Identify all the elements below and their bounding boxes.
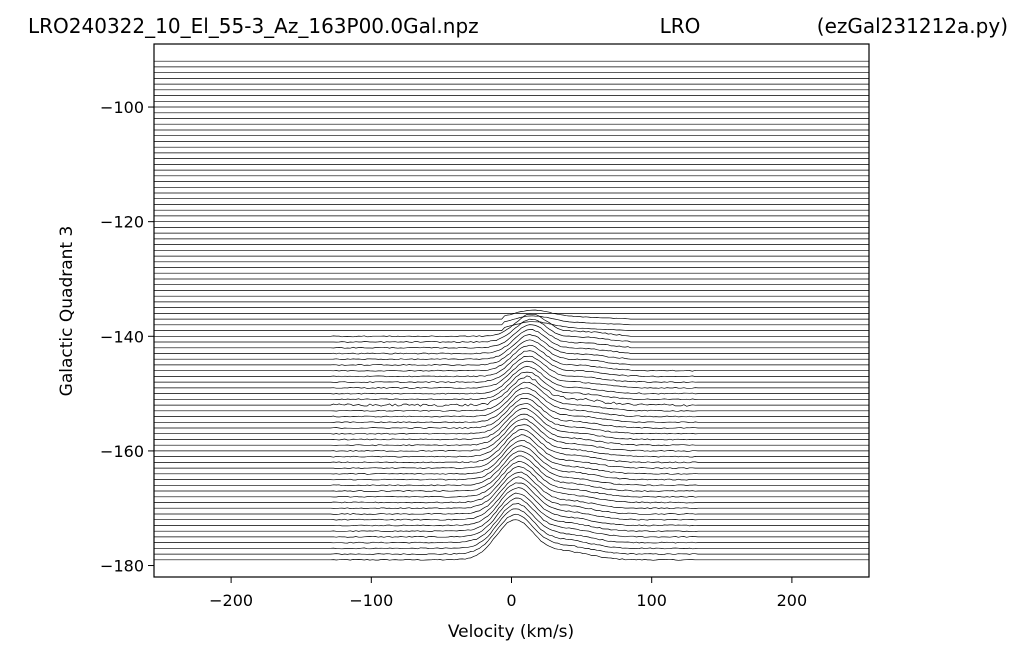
spectrum-trace xyxy=(154,503,869,544)
spectrum-trace xyxy=(154,450,869,487)
spectrum-trace xyxy=(154,313,869,338)
spectrum-trace xyxy=(154,402,869,435)
spectrum-trace xyxy=(154,350,869,378)
y-tick-label: −100 xyxy=(100,98,144,117)
spectrum-trace xyxy=(154,329,869,355)
y-axis-label: Galactic Quadrant 3 xyxy=(57,226,77,397)
spectrum-trace xyxy=(154,355,869,383)
x-tick-label: −200 xyxy=(209,591,253,610)
y-axis-ticks: −180 −160 −140 −120 −100 xyxy=(100,98,154,576)
y-tick-label: −120 xyxy=(100,213,144,232)
x-tick-label: 200 xyxy=(777,591,808,610)
spectrum-trace xyxy=(154,476,869,515)
spectrum-trace xyxy=(154,466,869,504)
x-tick-label: 0 xyxy=(506,591,516,610)
spectrum-trace xyxy=(154,413,869,447)
spectrum-trace xyxy=(154,392,869,424)
spectrum-trace xyxy=(154,344,869,372)
spectrum-trace xyxy=(154,366,869,395)
x-tick-label: −100 xyxy=(349,591,393,610)
spectrum-trace xyxy=(154,492,869,533)
x-axis-ticks: −200 −100 0 100 200 xyxy=(209,577,807,610)
spectrum-trace xyxy=(154,371,869,401)
spectrum-trace xyxy=(154,487,869,527)
spectrum-trace xyxy=(154,424,869,458)
spectrum-trace xyxy=(154,387,869,418)
spectrum-trace xyxy=(154,497,869,538)
spectrum-trace xyxy=(154,445,869,481)
spectrum-trace xyxy=(154,339,869,366)
spectrum-trace xyxy=(154,418,869,452)
y-tick-label: −140 xyxy=(100,327,144,346)
spectrum-trace xyxy=(154,429,869,464)
x-axis-label: Velocity (km/s) xyxy=(448,622,574,642)
spectrum-trace xyxy=(154,318,869,343)
spectrum-trace xyxy=(154,315,869,326)
spectrum-trace xyxy=(154,508,869,550)
spectrum-trace xyxy=(154,519,869,561)
spectrum-trace xyxy=(154,375,869,407)
spectrum-trace xyxy=(154,461,869,498)
spectrum-traces xyxy=(154,60,869,561)
plot-frame xyxy=(153,43,870,578)
spectrum-trace xyxy=(154,360,869,389)
spectrum-trace xyxy=(154,434,869,469)
spectrum-trace xyxy=(154,439,869,475)
spectrum-trace xyxy=(154,482,869,521)
chart-title-center: LRO xyxy=(660,14,701,38)
spectrum-trace xyxy=(154,408,869,441)
y-tick-label: −180 xyxy=(100,557,144,576)
spectrum-trace xyxy=(154,381,869,412)
spectrum-trace xyxy=(154,513,869,555)
spectrum-trace xyxy=(154,398,869,429)
y-tick-label: −160 xyxy=(100,442,144,461)
spectrum-trace xyxy=(154,455,869,492)
spectrum-trace xyxy=(154,471,869,510)
chart-title-left: LRO240322_10_El_55-3_Az_163P00.0Gal.npz xyxy=(28,14,479,38)
spectrum-trace xyxy=(154,334,869,361)
spectrum-trace xyxy=(154,324,869,349)
x-tick-label: 100 xyxy=(636,591,667,610)
spectrum-trace xyxy=(154,321,869,331)
spectrum-trace xyxy=(154,309,869,320)
chart-title-right: (ezGal231212a.py) xyxy=(817,14,1008,38)
